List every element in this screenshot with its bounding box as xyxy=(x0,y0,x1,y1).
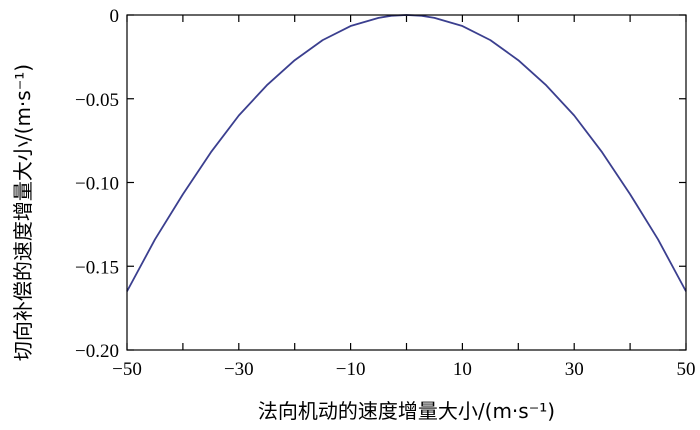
x-tick-label: 30 xyxy=(565,359,584,380)
x-axis-label: 法向机动的速度增量大小/(m·s⁻¹) xyxy=(258,399,555,423)
y-tick-label: −0.20 xyxy=(75,341,119,362)
y-axis-label: 切向补偿的速度增量大小/(m·s⁻¹) xyxy=(11,64,35,361)
x-tick-label: 50 xyxy=(677,359,696,380)
y-tick-label: 0 xyxy=(110,6,120,27)
y-tick-label: −0.10 xyxy=(75,174,119,195)
y-tick-label: −0.05 xyxy=(75,90,119,111)
x-tick-label: −30 xyxy=(224,359,254,380)
x-tick-label: −50 xyxy=(112,359,142,380)
tick-labels: −50 −30 −10 10 30 50 0 −0.05 −0.10 −0.15 −0.20 xyxy=(75,6,695,380)
x-tick-label: −10 xyxy=(336,359,366,380)
x-tick-label: 10 xyxy=(453,359,472,380)
series-layer xyxy=(126,14,687,292)
y-tick-label: −0.15 xyxy=(75,257,119,278)
plot-frame xyxy=(126,14,687,351)
series-line xyxy=(126,14,687,292)
axis-ticks xyxy=(126,14,687,351)
